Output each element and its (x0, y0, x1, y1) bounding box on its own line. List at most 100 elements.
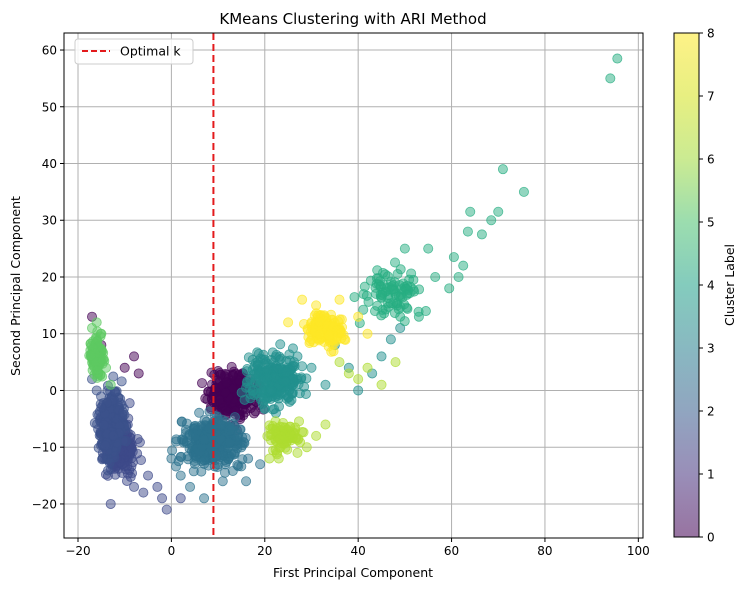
data-point-cluster-1 (157, 493, 168, 504)
data-point-cluster-7 (264, 453, 275, 464)
data-point-cluster-5 (370, 282, 381, 293)
data-point-cluster-7 (294, 416, 305, 427)
data-point-cluster-2 (119, 409, 130, 420)
data-point-cluster-8 (314, 328, 325, 339)
data-point-cluster-4 (287, 388, 298, 399)
legend: Optimal k (74, 38, 194, 65)
y-axis-label: Second Principal Component (8, 196, 23, 376)
data-point-cluster-7 (343, 368, 354, 379)
scatter-points (84, 53, 623, 515)
data-point-cluster-7 (273, 453, 284, 464)
data-point-cluster-8 (305, 336, 316, 347)
data-point-cluster-7 (301, 442, 312, 453)
y-axis-ticks: −20 −10 0 10 20 30 40 50 60 (32, 44, 64, 511)
data-point-cluster-4 (353, 385, 364, 396)
data-point-cluster-4 (275, 339, 286, 350)
data-point-cluster-0 (249, 408, 260, 419)
colorbar: 0 1 2 3 4 5 6 7 8 Cluster Label (673, 27, 737, 545)
data-point-cluster-3 (232, 432, 243, 443)
x-tick-label: −20 (65, 544, 90, 558)
data-point-cluster-3 (194, 407, 205, 418)
colorbar-tick-label: 0 (707, 531, 715, 545)
colorbar-ticks: 0 1 2 3 4 5 6 7 8 (699, 27, 715, 545)
data-point-cluster-0 (226, 361, 237, 372)
data-point-cluster-5 (420, 306, 431, 317)
data-point-cluster-6 (85, 350, 96, 361)
data-point-cluster-1 (126, 443, 137, 454)
data-point-cluster-4 (385, 334, 396, 345)
data-point-cluster-5 (444, 283, 455, 294)
colorbar-tick-label: 4 (707, 279, 715, 293)
data-point-cluster-8 (326, 346, 337, 357)
data-point-cluster-5 (376, 310, 387, 321)
grid-lines (64, 33, 643, 538)
data-point-cluster-0 (214, 395, 225, 406)
data-point-cluster-2 (104, 457, 115, 468)
data-point-cluster-6 (101, 362, 112, 373)
data-point-cluster-4 (299, 381, 310, 392)
data-point-cluster-7 (334, 357, 345, 368)
data-point-cluster-5 (396, 284, 407, 295)
data-point-cluster-4 (306, 362, 317, 373)
data-point-cluster-7 (390, 357, 401, 368)
data-point-cluster-2 (100, 440, 111, 451)
data-point-cluster-4 (266, 385, 277, 396)
data-point-cluster-5 (465, 206, 476, 217)
data-point-cluster-5 (399, 316, 410, 327)
data-point-cluster-4 (395, 323, 406, 334)
data-point-cluster-5 (462, 226, 473, 237)
data-point-cluster-5 (385, 276, 396, 287)
data-point-cluster-5 (377, 290, 388, 301)
data-point-cluster-5 (363, 296, 374, 307)
data-point-cluster-6 (91, 317, 102, 328)
data-point-cluster-8 (336, 328, 347, 339)
x-axis-label: First Principal Component (273, 565, 433, 580)
data-point-cluster-2 (91, 385, 102, 396)
y-tick-label: 0 (49, 384, 57, 398)
data-point-cluster-4 (267, 404, 278, 415)
colorbar-tick-label: 3 (707, 342, 715, 356)
legend-box (74, 38, 194, 65)
data-point-cluster-3 (185, 481, 196, 492)
data-point-cluster-5 (476, 229, 487, 240)
data-point-cluster-7 (311, 430, 322, 441)
data-point-cluster-5 (458, 260, 469, 271)
data-point-cluster-7 (353, 374, 364, 385)
data-point-cluster-7 (293, 433, 304, 444)
y-tick-label: 60 (42, 44, 57, 58)
data-point-cluster-7 (320, 419, 331, 430)
data-point-cluster-3 (166, 453, 177, 464)
data-point-cluster-3 (243, 453, 254, 464)
data-point-cluster-3 (188, 466, 199, 477)
data-point-cluster-2 (120, 436, 131, 447)
data-point-cluster-3 (215, 434, 226, 445)
data-point-cluster-2 (96, 402, 107, 413)
data-point-cluster-5 (392, 269, 403, 280)
data-point-cluster-1 (105, 498, 116, 509)
data-point-cluster-7 (298, 427, 309, 438)
data-point-cluster-5 (486, 215, 497, 226)
data-point-cluster-0 (221, 377, 232, 388)
colorbar-tick-label: 5 (707, 216, 715, 230)
colorbar-tick-label: 1 (707, 468, 715, 482)
data-point-cluster-3 (192, 425, 203, 436)
data-point-cluster-3 (219, 467, 230, 478)
data-point-cluster-4 (292, 351, 303, 362)
data-point-cluster-3 (241, 476, 252, 487)
data-point-cluster-5 (372, 300, 383, 311)
y-tick-label: 20 (42, 270, 57, 284)
data-point-cluster-0 (129, 351, 140, 362)
data-point-cluster-3 (217, 476, 228, 487)
data-point-cluster-0 (119, 362, 130, 373)
x-tick-label: 60 (444, 544, 459, 558)
data-point-cluster-3 (229, 412, 240, 423)
data-point-cluster-8 (323, 330, 334, 341)
data-point-cluster-1 (161, 504, 172, 515)
data-point-cluster-5 (406, 268, 417, 279)
data-point-cluster-5 (612, 53, 623, 64)
data-point-cluster-3 (232, 459, 243, 470)
data-point-cluster-4 (247, 386, 258, 397)
data-point-cluster-8 (353, 311, 364, 322)
data-point-cluster-3 (175, 470, 186, 481)
